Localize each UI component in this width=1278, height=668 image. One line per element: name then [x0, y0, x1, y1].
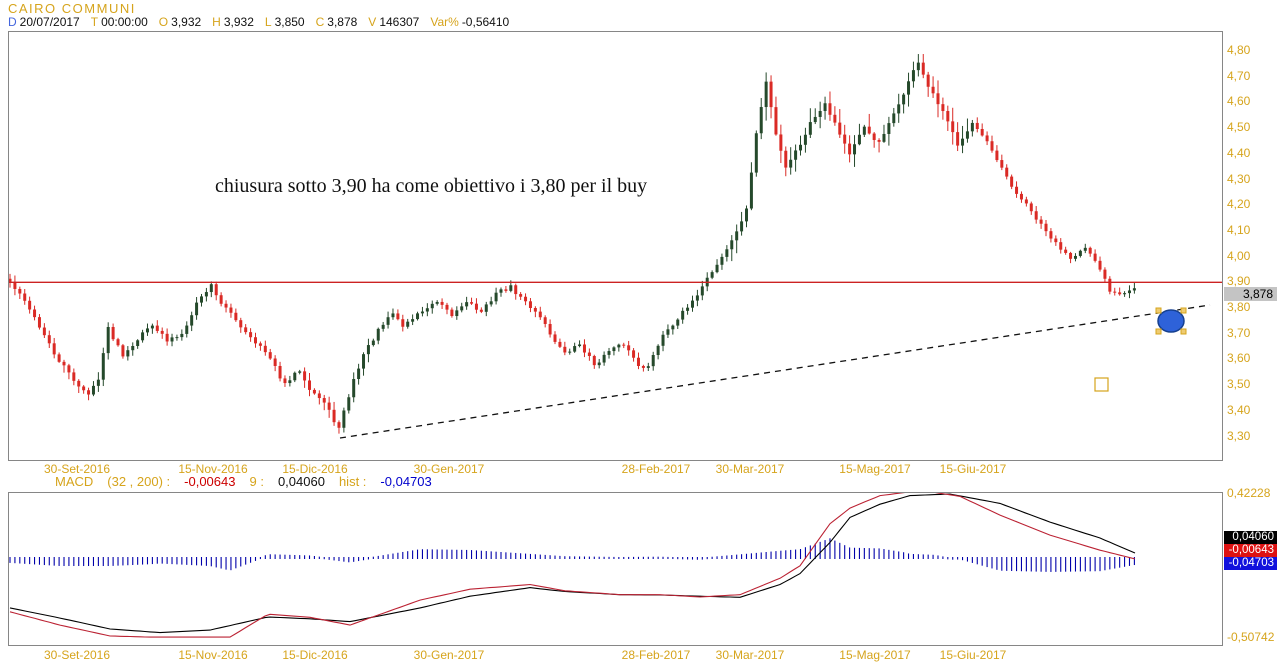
date-tick-macd: 30-Set-2016: [43, 648, 111, 662]
date-tick-macd: 30-Gen-2017: [413, 648, 485, 662]
macd-header-item-3: 9 :: [249, 474, 264, 489]
date-tick-price: 15-Dic-2016: [282, 462, 348, 476]
marker-circle[interactable]: [1157, 309, 1185, 333]
price-tick: 3,30: [1227, 428, 1251, 443]
instrument-title: CAIRO COMMUNI: [8, 1, 136, 16]
price-tick: 3,60: [1227, 351, 1251, 366]
macd-value-badge-0: 0,04060: [1224, 531, 1277, 544]
date-tick-price: 15-Nov-2016: [178, 462, 248, 476]
ohlc-field-c: C 3,878: [315, 15, 358, 29]
macd-header-item-2: -0,00643: [184, 474, 236, 489]
macd-value-badge-1: -0,00643: [1224, 544, 1277, 557]
price-tick: 4,80: [1227, 43, 1251, 57]
price-tick: 4,50: [1227, 120, 1251, 135]
price-tick: 4,70: [1227, 68, 1251, 83]
date-tick-price: 30-Set-2016: [43, 462, 111, 476]
date-tick-macd: 15-Mag-2017: [839, 648, 911, 662]
selection-handle[interactable]: [1180, 307, 1187, 314]
ohlc-field-d: D 20/07/2017: [8, 15, 80, 29]
date-tick-price: 30-Mar-2017: [715, 462, 785, 476]
date-tick-macd: 15-Nov-2016: [178, 648, 248, 662]
ohlc-info-row: D 20/07/2017 T 00:00:00 O 3,932 H 3,932 L 3,850 C 3…: [8, 15, 509, 29]
price-tick: 3,40: [1227, 402, 1251, 417]
price-tick: 4,60: [1227, 94, 1251, 109]
selection-handle[interactable]: [1155, 328, 1162, 335]
macd-axis-min: -0,50742: [1227, 630, 1275, 644]
macd-indicator-header: MACD (32 , 200) : -0,00643 9 : 0,04060 hist :…: [55, 474, 432, 489]
selection-handle[interactable]: [1155, 307, 1162, 314]
price-tick: 3,80: [1227, 300, 1251, 314]
date-tick-macd: 28-Feb-2017: [621, 648, 691, 662]
date-tick-macd: 15-Dic-2016: [282, 648, 348, 662]
ohlc-field-t: T 00:00:00: [90, 15, 148, 29]
ohlc-field-o: O 3,932: [158, 15, 202, 29]
price-tick: 4,00: [1227, 248, 1251, 263]
macd-header-item-5: hist :: [338, 474, 367, 489]
selection-handle[interactable]: [1180, 328, 1187, 335]
date-tick-price: 28-Feb-2017: [621, 462, 691, 476]
chart-annotation: chiusura sotto 3,90 ha come obiettivo i …: [215, 175, 648, 197]
macd-axis-max: 0,42228: [1227, 486, 1271, 500]
ohlc-field-v: V 146307: [368, 15, 420, 29]
macd-header-item-1: (32 , 200) :: [107, 474, 171, 489]
macd-panel[interactable]: [8, 492, 1223, 646]
price-tick: 3,50: [1227, 377, 1251, 392]
macd-header-item-4: 0,04060: [277, 474, 325, 489]
price-tick: 4,40: [1227, 145, 1251, 160]
price-tick: 3,70: [1227, 325, 1251, 340]
drawing-anchor-square[interactable]: [1094, 377, 1109, 392]
candlestick-chart[interactable]: [9, 32, 1222, 460]
macd-chart[interactable]: [9, 493, 1222, 645]
trendline[interactable]: [339, 304, 1211, 439]
ohlc-field-var: Var% -0,56410: [430, 15, 510, 29]
ohlc-field-h: H 3,932: [212, 15, 254, 29]
price-tick: 4,10: [1227, 222, 1251, 237]
macd-signal-line: [9, 493, 1136, 634]
date-tick-price: 30-Gen-2017: [413, 462, 485, 476]
ohlc-field-l: L 3,850: [264, 15, 305, 29]
price-tick: 4,30: [1227, 171, 1251, 186]
date-tick-price: 15-Mag-2017: [839, 462, 911, 476]
macd-value-badge-2: -0,04703: [1224, 557, 1277, 570]
price-chart-panel[interactable]: [8, 31, 1223, 461]
macd-header-item-0: MACD: [55, 474, 94, 489]
macd-line: [9, 493, 1136, 638]
price-tick: 4,20: [1227, 197, 1251, 212]
last-price-badge: 3,878: [1224, 287, 1277, 301]
date-tick-macd: 15-Giu-2017: [939, 648, 1007, 662]
macd-header-item-6: -0,04703: [380, 474, 432, 489]
date-tick-macd: 30-Mar-2017: [715, 648, 785, 662]
date-tick-price: 15-Giu-2017: [939, 462, 1007, 476]
price-tick: 3,90: [1227, 274, 1251, 289]
